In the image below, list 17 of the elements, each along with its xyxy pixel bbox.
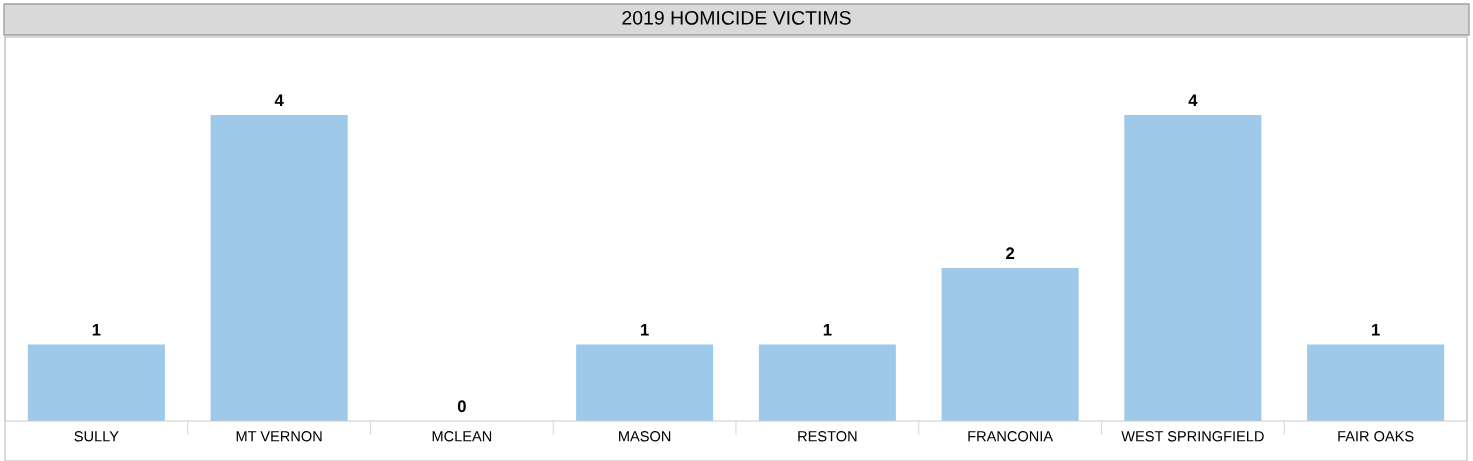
x-tick-label: WEST SPRINGFIELD — [1121, 431, 1264, 442]
x-tick-label: RESTON — [798, 431, 857, 442]
chart-title: 2019 HOMICIDE VICTIMS — [622, 10, 851, 25]
data-label: 0 — [457, 400, 466, 413]
x-tick-label: FAIR OAKS — [1338, 431, 1414, 442]
x-tick-label: MT VERNON — [236, 431, 322, 442]
data-label: 1 — [641, 324, 649, 336]
x-tick-label: FRANCONIA — [968, 431, 1054, 442]
data-label: 1 — [823, 324, 832, 336]
x-tick-label: MCLEAN — [432, 431, 492, 442]
data-label: 1 — [92, 324, 101, 336]
data-label: 4 — [274, 94, 284, 107]
x-tick-label: MASON — [619, 431, 671, 442]
x-tick-label: SULLY — [74, 431, 119, 442]
data-label: 1 — [1372, 324, 1380, 336]
data-label: 2 — [1006, 247, 1015, 259]
data-label: 4 — [1188, 94, 1198, 107]
